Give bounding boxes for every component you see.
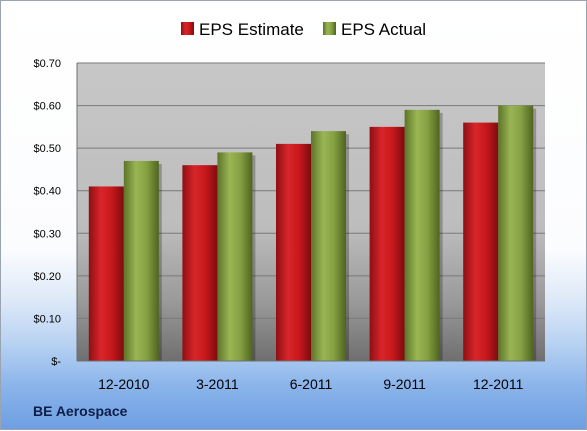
legend-label-actual: EPS Actual	[341, 20, 426, 39]
bar-actual-6-2011	[311, 131, 346, 361]
x-tick-label: 3-2011	[196, 376, 239, 392]
bar-actual-3-2011	[217, 152, 253, 361]
y-tick-label: $0.40	[33, 186, 61, 198]
bar-actual-12-2011	[498, 105, 534, 361]
bar-estimate-12-2011	[463, 122, 499, 361]
bar-actual-12-2010	[123, 160, 159, 361]
legend-swatch-estimate	[181, 22, 194, 35]
y-tick-label: $0.60	[33, 101, 61, 113]
legend: EPS Estimate EPS Actual	[181, 20, 426, 39]
bar-estimate-3-2011	[182, 165, 218, 361]
bar-actual-9-2011	[404, 109, 440, 361]
y-tick-label: $0.30	[33, 228, 61, 240]
bar-estimate-9-2011	[369, 126, 405, 361]
legend-label-estimate: EPS Estimate	[199, 20, 304, 39]
bar-estimate-12-2010	[88, 186, 124, 361]
y-tick-label: $0.10	[33, 313, 61, 325]
y-tick-label: $0.20	[33, 271, 61, 283]
company-name: BE Aerospace	[33, 403, 128, 419]
y-tick-label: $0.50	[33, 143, 61, 155]
x-tick-label: 12-2011	[473, 376, 524, 392]
y-tick-label: $-	[51, 356, 61, 368]
axes: $- $0.10 $0.20 $0.30 $0.40 $0.50 $0.60 $0.70 12-…	[33, 58, 545, 392]
legend-swatch-actual	[323, 22, 336, 35]
bar-estimate-6-2011	[276, 143, 311, 361]
bars	[88, 105, 537, 361]
x-tick-label: 12-2010	[98, 376, 150, 392]
y-tick-label: $0.70	[33, 58, 61, 70]
x-tick-label: 9-2011	[383, 376, 426, 392]
x-tick-label: 6-2011	[290, 376, 333, 392]
